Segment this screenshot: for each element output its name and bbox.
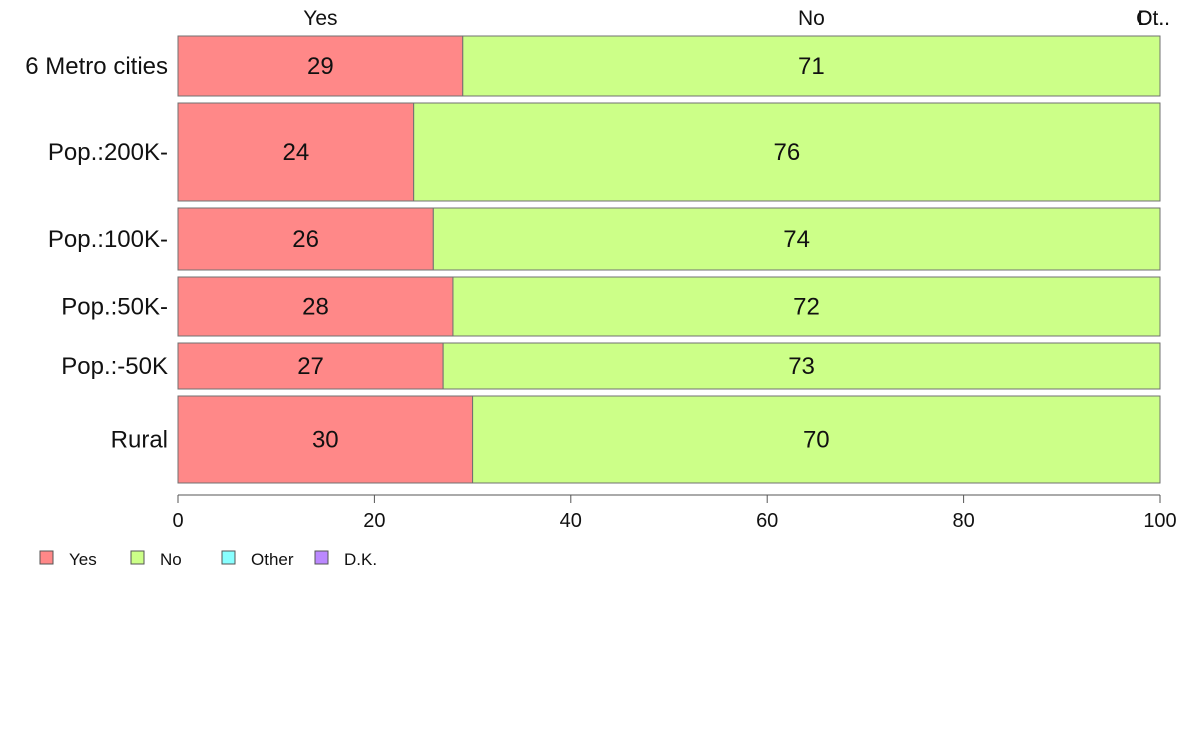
data-label: 73	[788, 353, 815, 380]
segment-header-label: Yes	[303, 7, 337, 30]
category-label: 6 Metro cities	[25, 53, 168, 80]
legend-label: No	[160, 550, 182, 569]
category-label: Pop.:100K-	[48, 226, 168, 253]
category-label: Pop.:200K-	[48, 139, 168, 166]
segment-header-labels: Yes No Ot..D...	[303, 7, 1170, 30]
bar-segment-no	[452, 276, 1161, 337]
category-label: Pop.:50K-	[61, 294, 168, 321]
data-label: 72	[793, 294, 820, 321]
category-labels: 6 Metro cities Pop.:200K- Pop.:100K- Pop.:5…	[25, 53, 168, 454]
segment-header-label: No	[798, 7, 825, 30]
x-tick-label: 40	[560, 510, 582, 532]
data-label: 29	[307, 53, 334, 80]
bar-segment-no	[472, 395, 1161, 484]
legend-label: Yes	[69, 550, 97, 569]
legend-label: D.K.	[344, 550, 377, 569]
bar-segment-no	[432, 207, 1161, 271]
data-label: 27	[297, 353, 324, 380]
data-label: 76	[773, 139, 800, 166]
data-label: 70	[803, 427, 830, 454]
x-tick-label: 100	[1143, 510, 1176, 532]
legend-swatch	[39, 550, 54, 565]
bar-segment-yes	[177, 276, 454, 337]
data-label: 71	[798, 53, 825, 80]
x-tick-label: 0	[172, 510, 183, 532]
legend-swatch	[221, 550, 236, 565]
data-label: 30	[312, 427, 339, 454]
x-tick-label: 80	[952, 510, 974, 532]
x-axis: 0 20 40 60 80 100	[172, 494, 1177, 532]
data-label: 28	[302, 294, 329, 321]
data-label: 26	[292, 226, 319, 253]
data-label: 74	[783, 226, 810, 253]
bar-segment-no	[413, 102, 1161, 202]
x-tick-label: 20	[363, 510, 385, 532]
bar-segment-no	[462, 35, 1161, 97]
legend: Yes No Other D.K.	[39, 550, 377, 569]
legend-swatch	[314, 550, 329, 565]
bar-segment-yes	[177, 395, 474, 484]
bar-segment-yes	[177, 342, 444, 390]
x-tick-label: 60	[756, 510, 778, 532]
legend-swatch	[130, 550, 145, 565]
segment-header-label: Ot..	[1136, 7, 1170, 30]
bars-group: 29 71 24 76 26 74 28 72 27 73 30 70	[177, 35, 1161, 484]
data-label: 24	[282, 139, 309, 166]
category-label: Pop.:-50K	[61, 353, 168, 380]
category-label: Rural	[111, 427, 168, 454]
legend-label: Other	[251, 550, 294, 569]
bar-segment-no	[442, 342, 1161, 390]
bar-segment-yes	[177, 207, 434, 271]
segment-header-label: D...	[1137, 7, 1170, 30]
